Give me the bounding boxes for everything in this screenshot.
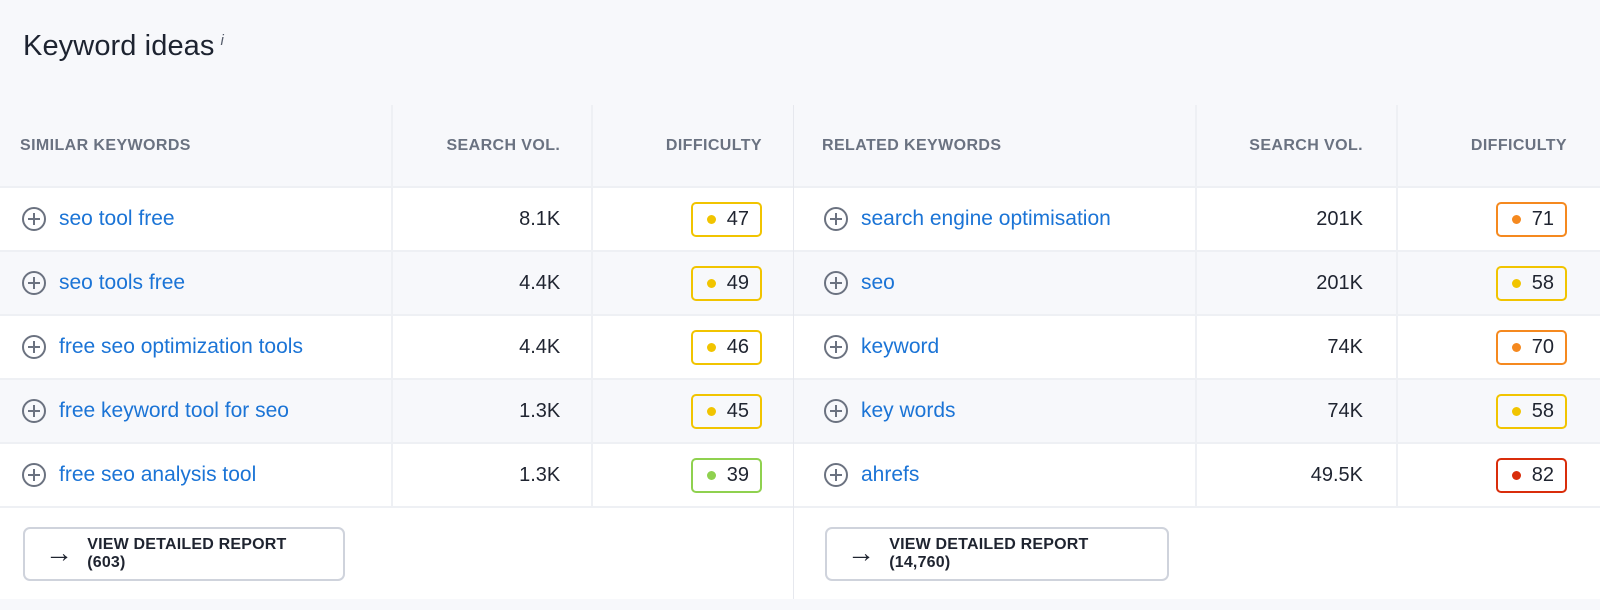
difficulty-dot bbox=[1511, 278, 1521, 288]
plus-circle-icon[interactable] bbox=[22, 463, 46, 487]
plus-circle-icon[interactable] bbox=[824, 271, 848, 295]
search-volume: 74K bbox=[1327, 335, 1363, 358]
keyword-link[interactable]: free keyword tool for seo bbox=[59, 399, 289, 422]
table-row: seo tool free 8.1K 47 bbox=[0, 188, 793, 252]
difficulty-badge: 58 bbox=[1495, 265, 1567, 301]
page-title: Keyword ideas i bbox=[23, 30, 224, 63]
plus-circle-icon[interactable] bbox=[824, 335, 848, 359]
keyword-link[interactable]: keyword bbox=[861, 335, 940, 358]
search-volume: 74K bbox=[1327, 399, 1363, 422]
plus-circle-icon[interactable] bbox=[22, 207, 46, 231]
report-button-label: VIEW DETAILED REPORT (603) bbox=[87, 536, 287, 571]
column-header-keyword[interactable]: SIMILAR KEYWORDS bbox=[0, 105, 394, 186]
difficulty-dot bbox=[706, 214, 716, 224]
search-volume: 1.3K bbox=[519, 399, 561, 422]
difficulty-value: 46 bbox=[726, 335, 749, 358]
table-row: keyword 74K 70 bbox=[794, 316, 1600, 380]
keyword-link[interactable]: free seo analysis tool bbox=[59, 463, 257, 486]
difficulty-badge: 70 bbox=[1495, 329, 1567, 365]
keyword-link[interactable]: key words bbox=[861, 399, 956, 422]
difficulty-badge: 71 bbox=[1495, 201, 1567, 237]
related-keywords-panel: RELATED KEYWORDS SEARCH VOL. DIFFICULTY … bbox=[794, 105, 1600, 599]
difficulty-dot bbox=[1511, 342, 1521, 352]
arrow-right-icon: → bbox=[847, 537, 876, 568]
plus-circle-icon[interactable] bbox=[22, 271, 46, 295]
difficulty-value: 70 bbox=[1531, 335, 1554, 358]
keyword-link[interactable]: seo tools free bbox=[59, 271, 186, 294]
search-volume: 201K bbox=[1316, 207, 1363, 230]
difficulty-badge: 82 bbox=[1495, 457, 1567, 493]
table-header: RELATED KEYWORDS SEARCH VOL. DIFFICULTY bbox=[794, 105, 1600, 188]
table-row: search engine optimisation 201K 71 bbox=[794, 188, 1600, 252]
search-volume: 4.4K bbox=[519, 271, 561, 294]
difficulty-badge: 47 bbox=[690, 201, 762, 237]
column-header-keyword[interactable]: RELATED KEYWORDS bbox=[794, 105, 1197, 186]
keyword-link[interactable]: seo tool free bbox=[59, 207, 175, 230]
search-volume: 4.4K bbox=[519, 335, 561, 358]
table-header: SIMILAR KEYWORDS SEARCH VOL. DIFFICULTY bbox=[0, 105, 793, 188]
keyword-link[interactable]: free seo optimization tools bbox=[59, 335, 303, 358]
difficulty-badge: 49 bbox=[690, 265, 762, 301]
plus-circle-icon[interactable] bbox=[22, 335, 46, 359]
search-volume: 49.5K bbox=[1310, 463, 1363, 486]
difficulty-badge: 46 bbox=[690, 329, 762, 365]
keyword-link[interactable]: ahrefs bbox=[861, 463, 920, 486]
column-header-difficulty[interactable]: DIFFICULTY bbox=[665, 136, 762, 154]
difficulty-value: 49 bbox=[726, 271, 749, 294]
table-row: free keyword tool for seo 1.3K 45 bbox=[0, 380, 793, 444]
difficulty-value: 39 bbox=[726, 463, 749, 486]
table-row: ahrefs 49.5K 82 bbox=[794, 444, 1600, 508]
table-row: free seo optimization tools 4.4K 46 bbox=[0, 316, 793, 380]
column-header-difficulty[interactable]: DIFFICULTY bbox=[1470, 136, 1567, 154]
table-row: key words 74K 58 bbox=[794, 380, 1600, 444]
difficulty-badge: 45 bbox=[690, 393, 762, 429]
view-similar-report-button[interactable]: → VIEW DETAILED REPORT (603) bbox=[23, 527, 345, 581]
difficulty-dot bbox=[706, 278, 716, 288]
keyword-link[interactable]: seo bbox=[861, 271, 895, 294]
column-header-volume[interactable]: SEARCH VOL. bbox=[1197, 105, 1398, 186]
difficulty-dot bbox=[1511, 406, 1521, 416]
similar-keywords-panel: SIMILAR KEYWORDS SEARCH VOL. DIFFICULTY … bbox=[0, 105, 794, 599]
plus-circle-icon[interactable] bbox=[824, 207, 848, 231]
table-row: seo tools free 4.4K 49 bbox=[0, 252, 793, 316]
difficulty-value: 82 bbox=[1531, 463, 1554, 486]
table-row: seo 201K 58 bbox=[794, 252, 1600, 316]
search-volume: 1.3K bbox=[519, 463, 561, 486]
difficulty-badge: 39 bbox=[690, 457, 762, 493]
difficulty-value: 71 bbox=[1531, 207, 1554, 230]
plus-circle-icon[interactable] bbox=[824, 463, 848, 487]
page-title-text: Keyword ideas bbox=[23, 30, 215, 62]
keyword-link[interactable]: search engine optimisation bbox=[861, 207, 1111, 230]
difficulty-dot bbox=[706, 470, 716, 480]
report-button-label: VIEW DETAILED REPORT (14,760) bbox=[889, 536, 1089, 571]
similar-keywords-table: SIMILAR KEYWORDS SEARCH VOL. DIFFICULTY … bbox=[0, 105, 793, 508]
search-volume: 201K bbox=[1316, 271, 1363, 294]
arrow-right-icon: → bbox=[45, 537, 74, 568]
difficulty-value: 45 bbox=[726, 399, 749, 422]
info-icon[interactable]: i bbox=[220, 32, 224, 49]
related-keywords-table: RELATED KEYWORDS SEARCH VOL. DIFFICULTY … bbox=[794, 105, 1600, 508]
difficulty-value: 58 bbox=[1531, 271, 1554, 294]
difficulty-dot bbox=[1511, 470, 1521, 480]
table-row: free seo analysis tool 1.3K 39 bbox=[0, 444, 793, 508]
difficulty-value: 58 bbox=[1531, 399, 1554, 422]
column-header-volume[interactable]: SEARCH VOL. bbox=[393, 105, 594, 186]
difficulty-value: 47 bbox=[726, 207, 749, 230]
difficulty-dot bbox=[706, 406, 716, 416]
difficulty-dot bbox=[706, 342, 716, 352]
view-related-report-button[interactable]: → VIEW DETAILED REPORT (14,760) bbox=[825, 527, 1169, 581]
difficulty-dot bbox=[1511, 214, 1521, 224]
search-volume: 8.1K bbox=[519, 207, 561, 230]
difficulty-badge: 58 bbox=[1495, 393, 1567, 429]
plus-circle-icon[interactable] bbox=[824, 399, 848, 423]
plus-circle-icon[interactable] bbox=[22, 399, 46, 423]
